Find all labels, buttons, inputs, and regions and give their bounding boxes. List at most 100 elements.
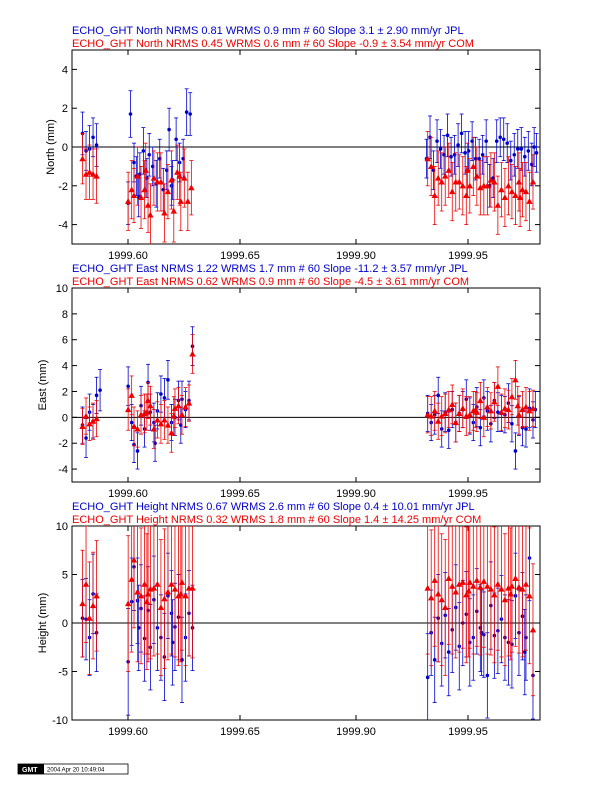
north-com-point bbox=[515, 178, 523, 185]
east-header-com: ECHO_GHT East NRMS 0.62 WRMS 0.9 mm # 60… bbox=[72, 276, 469, 288]
gmt-timestamp-stamp: GMT 2004 Apr 20 10:49:04 bbox=[17, 763, 129, 775]
north-com-point bbox=[164, 188, 172, 195]
north-com-point bbox=[177, 198, 185, 204]
east-jpl-point bbox=[496, 410, 500, 414]
north-jpl-point bbox=[508, 158, 513, 163]
east-jpl-point bbox=[436, 393, 441, 398]
height-com-point bbox=[124, 600, 132, 607]
north-jpl-point bbox=[94, 143, 99, 147]
north-com-point bbox=[184, 198, 192, 204]
north-y-axis-label: North (mm) bbox=[45, 119, 57, 175]
height-header-com: ECHO_GHT Height NRMS 0.32 WRMS 1.8 mm # … bbox=[72, 514, 481, 526]
east-com-point bbox=[86, 420, 93, 427]
height-series-layer bbox=[79, 526, 537, 720]
height-com-point bbox=[459, 579, 466, 585]
north-com-point bbox=[435, 174, 442, 181]
north-com-point bbox=[82, 170, 90, 177]
height-com-point bbox=[452, 588, 459, 595]
height-com-point bbox=[529, 626, 537, 633]
north-com-point bbox=[442, 172, 449, 179]
north-com-point bbox=[188, 184, 195, 191]
east-com-point bbox=[161, 416, 168, 423]
east-com-point bbox=[431, 407, 438, 414]
height-com-point bbox=[442, 604, 449, 611]
height-header-jpl: ECHO_GHT Height NRMS 0.67 WRMS 2.6 mm # … bbox=[72, 501, 475, 513]
height-jpl-point bbox=[425, 675, 430, 680]
north-com-point bbox=[157, 178, 165, 185]
east-jpl-point bbox=[159, 392, 163, 396]
north-y-tick-label: 0 bbox=[62, 142, 68, 154]
north-com-point bbox=[86, 169, 93, 175]
north-com-point bbox=[150, 174, 158, 181]
east-jpl-point bbox=[98, 388, 102, 392]
east-com-point bbox=[93, 415, 100, 422]
east-com-point bbox=[438, 412, 445, 419]
height-com-point bbox=[512, 575, 519, 581]
height-com-point bbox=[137, 592, 145, 599]
height-jpl-point bbox=[522, 650, 527, 654]
north-com-point bbox=[473, 172, 481, 179]
east-com-point bbox=[143, 408, 151, 415]
height-y-tick-label: 5 bbox=[62, 570, 68, 582]
north-com-point bbox=[449, 188, 456, 195]
east-y-tick-label: 10 bbox=[56, 283, 68, 295]
height-com-point bbox=[168, 581, 175, 587]
east-com-point bbox=[178, 411, 186, 418]
east-com-point bbox=[508, 393, 516, 400]
height-com-point bbox=[445, 575, 452, 581]
height-jpl-point bbox=[432, 658, 437, 662]
north-com-point bbox=[512, 192, 519, 199]
east-com-point bbox=[128, 392, 135, 398]
east-com-point bbox=[435, 418, 442, 424]
east-jpl-point bbox=[84, 436, 88, 440]
east-x-tick-label: 1999.60 bbox=[108, 488, 148, 500]
east-jpl-point bbox=[126, 384, 130, 389]
north-jpl-point bbox=[435, 139, 439, 143]
height-com-point bbox=[128, 576, 135, 582]
east-com-point bbox=[449, 401, 456, 407]
east-com-point bbox=[154, 416, 161, 423]
height-com-point bbox=[150, 584, 158, 591]
height-com-point bbox=[449, 582, 456, 589]
north-header-com: ECHO_GHT North NRMS 0.45 WRMS 0.6 mm # 6… bbox=[72, 38, 474, 50]
height-com-point bbox=[456, 581, 463, 587]
north-x-tick-label: 1999.90 bbox=[336, 250, 376, 262]
height-com-point bbox=[466, 579, 473, 585]
height-com-point bbox=[498, 585, 505, 592]
east-com-point bbox=[477, 397, 484, 404]
north-jpl-point bbox=[132, 160, 136, 165]
east-com-point bbox=[82, 412, 90, 419]
east-jpl-point bbox=[135, 449, 140, 453]
east-com-point bbox=[487, 407, 495, 414]
north-jpl-point bbox=[188, 112, 192, 116]
north-x-tick-label: 1999.65 bbox=[220, 250, 260, 262]
north-com-point bbox=[142, 167, 149, 173]
east-com-point bbox=[522, 403, 530, 410]
east-com-point bbox=[427, 412, 435, 419]
north-com-point bbox=[464, 167, 471, 173]
east-y-tick-label: 4 bbox=[62, 361, 68, 373]
north-com-point bbox=[128, 186, 135, 193]
north-jpl-point bbox=[449, 154, 453, 159]
height-com-point bbox=[470, 582, 477, 589]
east-com-point bbox=[79, 423, 86, 429]
north-com-point bbox=[93, 172, 100, 179]
height-com-point bbox=[494, 581, 502, 587]
east-com-point bbox=[472, 406, 479, 413]
height-x-tick-label: 1999.95 bbox=[448, 726, 488, 738]
height-com-point bbox=[484, 582, 491, 589]
east-com-point bbox=[514, 402, 521, 409]
east-com-point bbox=[185, 399, 193, 406]
north-y-tick-label: 2 bbox=[62, 103, 68, 115]
north-jpl-point bbox=[167, 127, 171, 132]
north-com-point bbox=[456, 178, 463, 185]
east-com-point bbox=[445, 406, 452, 413]
east-com-point bbox=[498, 408, 505, 415]
height-com-point bbox=[515, 583, 523, 590]
height-jpl-point bbox=[485, 673, 490, 678]
height-com-point bbox=[427, 594, 435, 601]
height-com-point bbox=[431, 577, 438, 583]
height-com-point bbox=[522, 581, 530, 587]
east-com-point bbox=[182, 403, 189, 410]
